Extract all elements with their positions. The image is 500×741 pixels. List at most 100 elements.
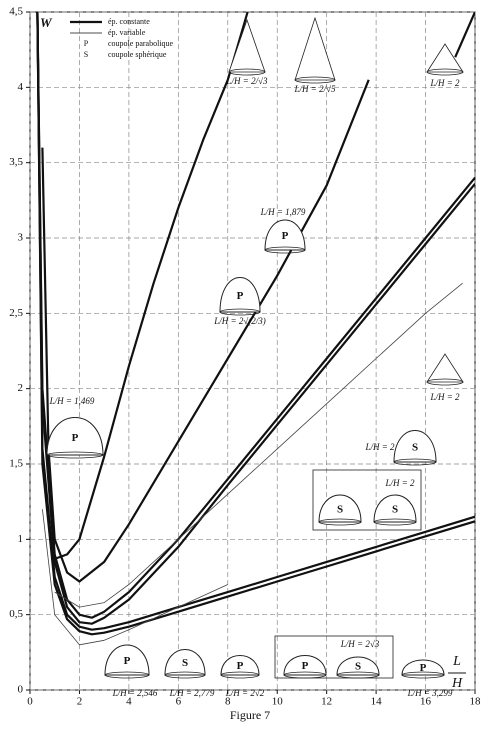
- cone-icon: [294, 16, 336, 81]
- annotation: L/H = 2: [364, 442, 395, 452]
- dome-letter: P: [124, 655, 131, 667]
- annotation: L/H = 2: [429, 78, 460, 88]
- y-tick-label: 1,5: [9, 458, 23, 470]
- annotation: L/H = 2,779: [169, 688, 215, 698]
- dome-base: [373, 518, 417, 526]
- annotation: L/H = 2: [384, 478, 415, 488]
- dome-icon: [46, 417, 104, 456]
- dome-icon: [104, 644, 150, 676]
- legend-label: coupole parabolique: [108, 39, 174, 48]
- dome-letter: P: [302, 660, 309, 672]
- y-tick-label: 3: [18, 232, 24, 244]
- legend-label: coupole sphérique: [108, 50, 167, 59]
- dome-icon: [373, 494, 417, 523]
- dome-base: [393, 458, 437, 466]
- cone-base: [426, 68, 464, 76]
- series-line: [36, 12, 475, 631]
- series-line: [36, 12, 475, 619]
- y-tick-label: 2,5: [9, 307, 23, 319]
- x-tick-label: 16: [420, 696, 432, 708]
- x-tick-label: 8: [225, 696, 231, 708]
- y-tick-label: 4,5: [9, 6, 23, 18]
- dome-letter: P: [237, 290, 244, 302]
- y-tick-label: 4: [18, 81, 24, 93]
- dome-icon: [219, 277, 261, 313]
- y-tick-label: 2: [18, 382, 24, 394]
- box: [312, 469, 422, 531]
- dome-base: [46, 451, 104, 459]
- legend: ép. constante ép. variable P coupole parabo…: [70, 17, 174, 59]
- cone-base: [294, 76, 336, 84]
- annotation: L/H = 2√3: [340, 639, 380, 649]
- x-axis-label-denominator: H: [451, 676, 463, 691]
- annotation: L/H = 2,546: [112, 688, 158, 698]
- dome-letter: P: [420, 662, 427, 674]
- dome-letter: S: [412, 442, 418, 454]
- series-line: [36, 12, 475, 625]
- series-line: [42, 509, 228, 646]
- series-line: [41, 79, 370, 583]
- cone-icon: [228, 18, 266, 73]
- x-tick-label: 4: [126, 696, 132, 708]
- legend-symbol: S: [84, 50, 88, 59]
- x-tick-label: 18: [470, 696, 482, 708]
- cone-base: [426, 378, 464, 386]
- x-axis-label-numerator: L: [452, 654, 461, 669]
- dome-letter: P: [72, 432, 79, 444]
- y-axis-label: W: [40, 15, 53, 30]
- dome-letter: S: [392, 504, 398, 516]
- plot-frame: [29, 11, 476, 691]
- dome-base: [264, 246, 306, 254]
- dome-icon: [318, 494, 362, 523]
- series-line: [454, 12, 475, 58]
- dome-base: [104, 671, 150, 679]
- x-tick-label: 2: [77, 696, 83, 708]
- series-line: [36, 12, 475, 636]
- dome-letter: P: [237, 660, 244, 672]
- annotation: L/H = 2: [429, 392, 460, 402]
- dome-base: [219, 308, 261, 316]
- box: [274, 635, 394, 679]
- annotation: L/H = 2/√5: [293, 84, 336, 94]
- dome-base: [401, 671, 445, 679]
- x-tick-label: 14: [371, 696, 383, 708]
- series-line: [54, 12, 249, 560]
- x-tick-label: 6: [176, 696, 182, 708]
- legend-symbol: P: [84, 39, 89, 48]
- cone-base: [228, 68, 266, 76]
- dome-base: [318, 518, 362, 526]
- annotation: L/H = 1,469: [49, 396, 95, 406]
- x-tick-label: 12: [321, 696, 332, 708]
- annotation: L/H = 2/√3: [225, 76, 268, 86]
- dome-icon: [220, 655, 260, 676]
- series-line: [54, 282, 463, 608]
- annotation: L/H = 1,879: [260, 207, 306, 217]
- cone-icon: [426, 43, 464, 73]
- y-tick-label: 0,5: [9, 608, 23, 620]
- dome-letter: S: [355, 661, 361, 673]
- legend-label: ép. constante: [108, 17, 150, 26]
- y-tick-label: 1: [18, 533, 24, 545]
- dome-letter: S: [182, 657, 188, 669]
- dome-base: [283, 671, 327, 679]
- dome-base: [164, 671, 206, 679]
- caption: Figure 7: [230, 708, 270, 722]
- legend-label: ép. variable: [108, 28, 146, 37]
- x-tick-label: 10: [272, 696, 284, 708]
- y-tick-label: 3,5: [9, 156, 23, 168]
- dome-icon: [393, 430, 437, 463]
- y-tick-label: 0: [18, 684, 24, 696]
- dome-base: [336, 671, 380, 679]
- dome-base: [220, 671, 260, 679]
- annotation: L/H = 2√(2/3): [213, 316, 266, 326]
- x-tick-label: 0: [27, 696, 33, 708]
- lines: [36, 12, 475, 646]
- dome-icon: [264, 219, 306, 251]
- annotation: L/H = 3,299: [407, 688, 453, 698]
- dome-icon: [283, 655, 327, 676]
- dome-icon: [336, 656, 380, 676]
- dome-letter: S: [337, 504, 343, 516]
